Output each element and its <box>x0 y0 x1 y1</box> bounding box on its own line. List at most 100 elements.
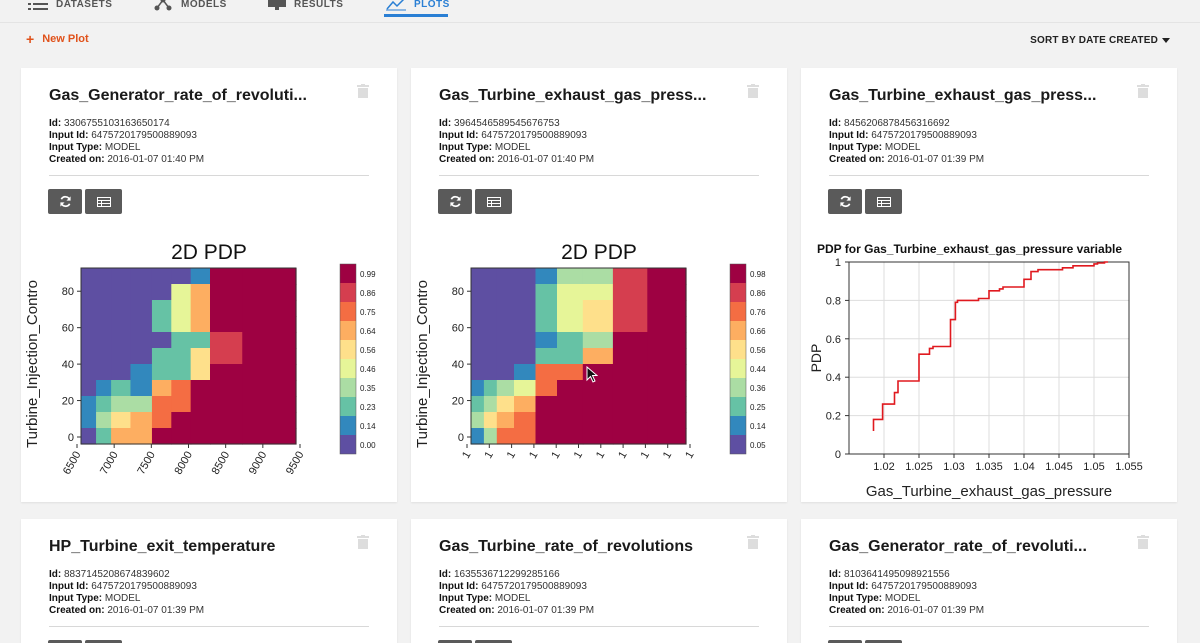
refresh-button[interactable] <box>828 189 862 214</box>
colorbar-label: 0.05 <box>750 441 766 450</box>
card-meta: Id: 3306755103163650174 Input Id: 647572… <box>49 118 204 166</box>
refresh-icon <box>59 195 71 208</box>
nav-results[interactable]: RESULTS <box>268 0 343 14</box>
input-id-label: Input Id: <box>49 581 89 592</box>
nav-datasets[interactable]: DATASETS <box>28 0 112 14</box>
card-title[interactable]: HP_Turbine_exit_temperature <box>49 538 276 555</box>
plot-area: 2D PDP 0 20 40 60 80 Turbine_Injection_Contro 6… <box>21 226 397 504</box>
heatmap-cell <box>483 380 498 397</box>
input-type-label: Input Type: <box>439 142 493 153</box>
refresh-button[interactable] <box>438 189 472 214</box>
created-on-label: Created on: <box>829 605 885 616</box>
table-icon <box>876 196 891 207</box>
card-title[interactable]: Gas_Turbine_exhaust_gas_press... <box>829 87 1097 104</box>
heatmap-cell <box>471 300 485 317</box>
list-icon <box>28 3 48 10</box>
trash-icon[interactable] <box>357 84 369 98</box>
heatmap-cell <box>190 380 211 397</box>
trash-icon[interactable] <box>747 84 759 98</box>
nav-plots[interactable]: PLOTS <box>386 0 450 14</box>
heatmap-cell <box>130 348 153 365</box>
heatmap-cell <box>96 364 112 381</box>
heatmap-cell <box>496 396 515 413</box>
heatmap-cell <box>242 268 297 285</box>
new-plot-button[interactable]: + New Plot <box>26 32 89 46</box>
table-view-button[interactable] <box>85 189 122 214</box>
trash-icon[interactable] <box>1137 84 1149 98</box>
card-title[interactable]: Gas_Generator_rate_of_revoluti... <box>49 87 307 104</box>
card-divider <box>49 175 369 176</box>
table-view-button[interactable] <box>475 189 512 214</box>
plot-card: Gas_Turbine_rate_of_revolutions Id: 1635… <box>411 519 787 643</box>
heatmap-cell <box>81 412 97 429</box>
refresh-button[interactable] <box>48 640 82 643</box>
refresh-button[interactable] <box>828 640 862 643</box>
table-view-button[interactable] <box>865 189 902 214</box>
active-tab-indicator <box>384 14 448 17</box>
table-view-button[interactable] <box>475 640 512 643</box>
heatmap-cell <box>96 348 112 365</box>
sort-dropdown[interactable]: SORT BY DATE CREATED <box>1030 35 1170 46</box>
input-id-label: Input Id: <box>439 130 479 141</box>
heatmap-cell <box>647 428 687 445</box>
input-id-value: 6475720179500889093 <box>481 130 587 141</box>
x-tick-label: 1 <box>505 450 518 461</box>
heatmap-cell <box>130 396 153 413</box>
mouse-cursor-icon <box>586 366 598 383</box>
heatmap-cell <box>242 348 297 365</box>
created-on-value: 2016-01-07 01:39 PM <box>887 605 985 616</box>
heatmap-cell <box>582 284 614 301</box>
card-meta: Id: 1635536712299285166 Input Id: 647572… <box>439 569 594 617</box>
trash-icon[interactable] <box>747 535 759 549</box>
heatmap-cell <box>130 428 153 445</box>
heatmap-cell <box>210 348 243 365</box>
colorbar-label: 0.36 <box>750 384 766 393</box>
heatmap-cell <box>557 332 584 349</box>
trash-icon[interactable] <box>1137 535 1149 549</box>
table-view-button[interactable] <box>85 640 122 643</box>
heatmap-cell <box>242 284 297 301</box>
y-tick-label: 40 <box>62 359 74 371</box>
colorbar-swatch <box>340 302 356 321</box>
heatmap-cell <box>612 268 648 285</box>
card-divider <box>829 175 1149 176</box>
heatmap-cell <box>171 332 192 349</box>
created-on-label: Created on: <box>439 605 495 616</box>
heatmap-cell <box>96 300 112 317</box>
heatmap-cell <box>582 316 614 333</box>
input-id-label: Input Id: <box>49 130 89 141</box>
chart-title: 2D PDP <box>561 241 637 264</box>
heatmap-cell <box>514 300 537 317</box>
heatmap-cell <box>151 380 172 397</box>
heatmap-cell <box>471 412 485 429</box>
colorbar-frame <box>339 263 357 455</box>
card-meta: Id: 8456206878456316692 Input Id: 647572… <box>829 118 984 166</box>
heatmap-cell <box>111 396 132 413</box>
card-title[interactable]: Gas_Generator_rate_of_revoluti... <box>829 538 1087 555</box>
heatmap-cell <box>111 332 132 349</box>
card-title[interactable]: Gas_Turbine_exhaust_gas_press... <box>439 87 707 104</box>
nodes-icon <box>154 0 172 11</box>
heatmap-cell <box>81 380 97 397</box>
refresh-button[interactable] <box>48 189 82 214</box>
y-axis-label: Turbine_Injection_Contro <box>414 280 431 448</box>
heatmap-cell <box>514 380 537 397</box>
refresh-button[interactable] <box>438 640 472 643</box>
heatmap-cell <box>130 412 153 429</box>
heatmap-cell <box>483 332 498 349</box>
heatmap-cell <box>612 332 648 349</box>
heatmap-cell <box>242 396 297 413</box>
table-view-button[interactable] <box>865 640 902 643</box>
heatmap-cell <box>151 268 172 285</box>
heatmap-cell <box>535 268 558 285</box>
heatmap-cell <box>483 300 498 317</box>
nav-models[interactable]: MODELS <box>153 0 227 14</box>
y-axis-label: Turbine_Injection_Contro <box>24 280 41 448</box>
heatmap-cell <box>612 348 648 365</box>
heatmap-cell <box>483 348 498 365</box>
card-title[interactable]: Gas_Turbine_rate_of_revolutions <box>439 538 693 555</box>
heatmap-cell <box>111 300 132 317</box>
trash-icon[interactable] <box>357 535 369 549</box>
heatmap-cell <box>647 284 687 301</box>
heatmap-cell <box>471 396 485 413</box>
